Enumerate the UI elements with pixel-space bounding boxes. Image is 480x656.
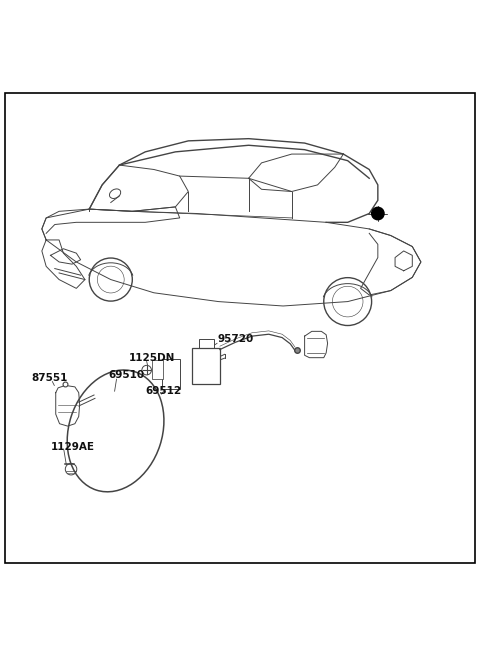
Ellipse shape	[167, 365, 175, 369]
FancyBboxPatch shape	[199, 340, 214, 350]
Text: 69512: 69512	[146, 386, 182, 396]
FancyBboxPatch shape	[162, 359, 180, 389]
Text: 1125DN: 1125DN	[129, 352, 175, 363]
Ellipse shape	[167, 373, 175, 377]
Circle shape	[200, 373, 205, 379]
Circle shape	[200, 358, 205, 363]
Ellipse shape	[167, 379, 175, 384]
FancyBboxPatch shape	[192, 348, 220, 384]
Text: 87551: 87551	[32, 373, 68, 382]
Ellipse shape	[156, 365, 160, 368]
Text: 69510: 69510	[108, 370, 144, 380]
Text: 1129AE: 1129AE	[51, 442, 95, 452]
Ellipse shape	[156, 371, 160, 375]
FancyBboxPatch shape	[152, 360, 163, 379]
Circle shape	[200, 365, 205, 371]
Circle shape	[372, 207, 384, 220]
Text: 95720: 95720	[217, 335, 253, 344]
